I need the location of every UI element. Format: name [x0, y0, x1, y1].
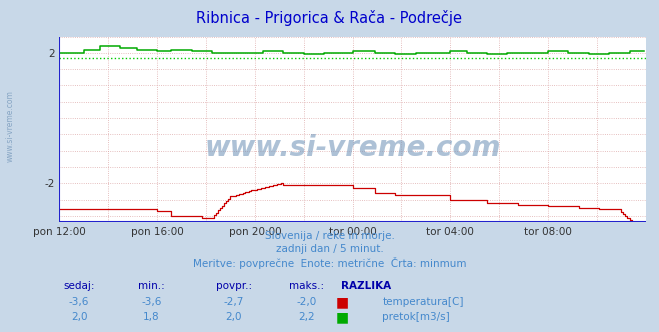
Text: www.si-vreme.com: www.si-vreme.com: [5, 90, 14, 162]
Text: -3,6: -3,6: [69, 297, 89, 307]
Text: -2,7: -2,7: [224, 297, 244, 307]
Text: min.:: min.:: [138, 281, 165, 290]
Text: temperatura[C]: temperatura[C]: [382, 297, 464, 307]
Text: 2,0: 2,0: [225, 312, 243, 322]
Text: maks.:: maks.:: [289, 281, 324, 290]
Text: 2,0: 2,0: [71, 312, 88, 322]
Text: povpr.:: povpr.:: [216, 281, 252, 290]
Text: 1,8: 1,8: [143, 312, 160, 322]
Text: pretok[m3/s]: pretok[m3/s]: [382, 312, 450, 322]
Text: ■: ■: [336, 295, 349, 309]
Text: sedaj:: sedaj:: [63, 281, 95, 290]
Text: -3,6: -3,6: [142, 297, 161, 307]
Text: 2,2: 2,2: [298, 312, 315, 322]
Text: Slovenija / reke in morje.: Slovenija / reke in morje.: [264, 231, 395, 241]
Text: zadnji dan / 5 minut.: zadnji dan / 5 minut.: [275, 244, 384, 254]
Text: RAZLIKA: RAZLIKA: [341, 281, 391, 290]
Text: ■: ■: [336, 310, 349, 324]
Text: Meritve: povprečne  Enote: metrične  Črta: minmum: Meritve: povprečne Enote: metrične Črta:…: [192, 257, 467, 269]
Text: -2,0: -2,0: [297, 297, 316, 307]
Text: Ribnica - Prigorica & Rača - Podrečje: Ribnica - Prigorica & Rača - Podrečje: [196, 10, 463, 26]
Text: www.si-vreme.com: www.si-vreme.com: [204, 134, 501, 162]
